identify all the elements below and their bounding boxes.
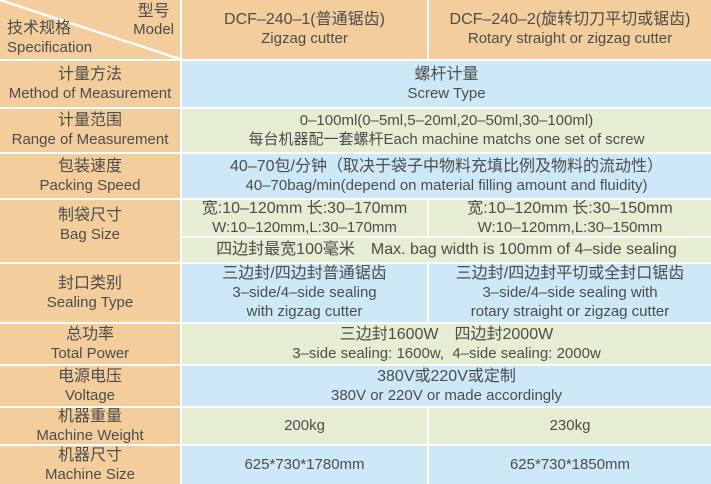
value-line-1: 三边封1600W 四边封2000W [339, 325, 554, 343]
row-label-bag-size: 制袋尺寸 Bag Size [0, 200, 180, 262]
value-sealing-type-model-1: 三边封/四边封普通锯齿 3–side/4–side sealing with z… [182, 264, 427, 322]
value-line-1: 0–100ml(0–5ml,5–20ml,20–50ml,30–100ml) [299, 111, 594, 129]
label-en: Machine Weight [36, 426, 144, 444]
value-line-1: 625*730*1850mm [509, 455, 631, 473]
value-line-1: 宽:10–120mm 长:30–170mm [201, 200, 408, 217]
value-zh: 螺杆计量 [414, 65, 479, 83]
corner-header-cell: 型号 Model 技术规格 Specification [0, 0, 180, 59]
label-en: Range of Measurement [11, 131, 169, 149]
value-line-3: with zigzag cutter [246, 302, 363, 320]
label-zh: 机器尺寸 [57, 446, 122, 464]
value-line-2: 3–side/4–side sealing with [482, 284, 658, 302]
row-label-voltage: 电源电压 Voltage [0, 366, 180, 406]
note-line: 四边封最宽100毫米 Max. bag width is 100mm of 4–… [216, 241, 677, 259]
corner-model-en: Model [133, 21, 174, 39]
row-label-sealing-type: 封口类别 Sealing Type [0, 264, 180, 322]
model-1-subtitle: Zigzag cutter [261, 30, 348, 48]
value-line-1: 380V或220V或定制 [377, 367, 516, 385]
diagonal-divider [0, 0, 180, 59]
value-line-1: 625*730*1780mm [244, 455, 365, 473]
label-zh: 电源电压 [57, 367, 122, 385]
row-label-range-of-measurement: 计量范围 Range of Measurement [0, 109, 180, 152]
value-size-model-1: 625*730*1780mm [182, 446, 427, 484]
value-bag-size-model-1: 宽:10–120mm 长:30–170mm W:10–120mm,L:30–17… [182, 200, 427, 236]
value-voltage: 380V或220V或定制 380V or 220V or made accord… [182, 366, 711, 406]
value-line-1: 三边封/四边封平切或全封口锯齿 [455, 265, 685, 283]
value-en: Screw Type [407, 84, 486, 102]
row-label-method-of-measurement: 计量方法 Method of Measurement [0, 61, 180, 107]
value-line-1: 230kg [549, 416, 591, 434]
row-label-machine-weight: 机器重量 Machine Weight [0, 408, 180, 444]
label-zh: 总功率 [65, 325, 114, 343]
value-line-2: 380V or 220V or made accordingly [331, 386, 562, 404]
value-size-model-2: 625*730*1850mm [429, 446, 711, 484]
value-line-2: W:10–120mm,L:30–150mm [477, 218, 663, 236]
corner-model-zh: 型号 [137, 3, 170, 20]
value-line-1: 三边封/四边封普通锯齿 [222, 265, 387, 283]
label-zh: 计量方法 [57, 65, 122, 83]
value-line-2: W:10–120mm,L:30–170mm [212, 218, 397, 236]
corner-model-label: 型号 Model [133, 3, 174, 39]
row-label-total-power: 总功率 Total Power [0, 324, 180, 364]
corner-spec-en: Specification [7, 38, 93, 56]
label-zh: 封口类别 [57, 274, 122, 292]
model-1-name: DCF–240–1(普通锯齿) [224, 11, 385, 29]
value-weight-model-2: 230kg [429, 408, 711, 444]
label-en: Total Power [50, 344, 130, 362]
model-2-name: DCF–240–2(旋转切刀平切或锯齿) [449, 11, 691, 29]
value-line-2: 40–70bag/min(depend on material filling … [245, 176, 648, 194]
value-line-1: 40–70包/分钟（取决于袋子中物料充填比例及物料的流动性） [230, 157, 663, 175]
value-bag-size-note: 四边封最宽100毫米 Max. bag width is 100mm of 4–… [182, 238, 711, 262]
label-en: Sealing Type [46, 293, 134, 311]
column-header-model-2: DCF–240–2(旋转切刀平切或锯齿) Rotary straight or … [429, 0, 711, 59]
value-line-2: 3–side/4–side sealing [232, 284, 377, 302]
label-en: Bag Size [59, 225, 121, 243]
corner-spec-zh: 技术规格 [7, 20, 72, 38]
value-range-of-measurement: 0–100ml(0–5ml,5–20ml,20–50ml,30–100ml) 每… [182, 109, 711, 152]
label-zh: 机器重量 [57, 408, 122, 425]
value-line-1: 200kg [284, 416, 325, 434]
value-line-2: 3–side sealing: 1600w, 4–side sealing: 2… [292, 344, 601, 362]
value-line-2: 每台机器配一套螺杆Each machine matchs one set of … [248, 130, 645, 148]
value-bag-size-model-2: 宽:10–120mm 长:30–150mm W:10–120mm,L:30–15… [429, 200, 711, 236]
label-zh: 包装速度 [57, 157, 122, 175]
model-2-subtitle: Rotary straight or zigzag cutter [467, 30, 673, 48]
label-en: Machine Size [44, 465, 136, 483]
value-weight-model-1: 200kg [182, 408, 427, 444]
label-en: Method of Measurement [8, 84, 172, 102]
value-sealing-type-model-2: 三边封/四边封平切或全封口锯齿 3–side/4–side sealing wi… [429, 264, 711, 322]
label-en: Voltage [64, 386, 116, 404]
label-zh: 计量范围 [57, 112, 122, 130]
value-method-of-measurement: 螺杆计量 Screw Type [182, 61, 711, 107]
corner-spec-label: 技术规格 Specification [7, 20, 92, 56]
row-label-machine-size: 机器尺寸 Machine Size [0, 446, 180, 484]
column-header-model-1: DCF–240–1(普通锯齿) Zigzag cutter [182, 0, 427, 59]
value-line-1: 宽:10–120mm 长:30–150mm [467, 200, 673, 217]
value-packing-speed: 40–70包/分钟（取决于袋子中物料充填比例及物料的流动性） 40–70bag/… [182, 154, 711, 198]
label-zh: 制袋尺寸 [57, 207, 122, 224]
row-label-packing-speed: 包装速度 Packing Speed [0, 154, 180, 198]
value-total-power: 三边封1600W 四边封2000W 3–side sealing: 1600w,… [182, 324, 711, 364]
label-en: Packing Speed [39, 176, 141, 194]
value-line-3: rotary straight or zigzag cutter [470, 302, 670, 320]
